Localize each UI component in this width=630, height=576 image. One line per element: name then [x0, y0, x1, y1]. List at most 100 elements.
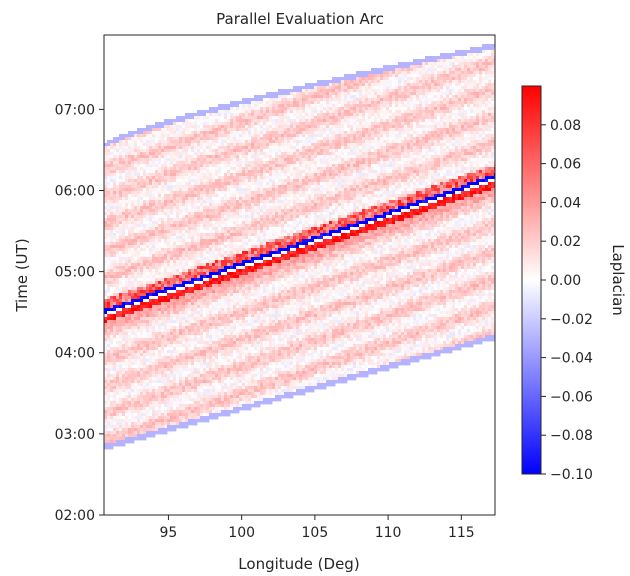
heatmap-cell: [209, 188, 213, 192]
heatmap-cell: [140, 206, 144, 210]
heatmap-cell: [236, 371, 240, 375]
heatmap-cell: [194, 233, 198, 237]
heatmap-cell: [110, 326, 114, 330]
heatmap-cell: [194, 392, 198, 396]
heatmap-cell: [224, 395, 228, 399]
heatmap-cell: [155, 314, 159, 318]
heatmap-cell: [122, 206, 126, 210]
heatmap-cell: [224, 176, 228, 180]
heatmap-cell: [116, 290, 120, 294]
heatmap-cell: [164, 401, 168, 405]
heatmap-cell: [143, 344, 147, 348]
heatmap-cell: [164, 119, 168, 123]
heatmap-cell: [122, 422, 126, 426]
heatmap-cell: [125, 338, 129, 342]
heatmap-cell: [113, 356, 117, 360]
heatmap-cell: [128, 425, 132, 429]
heatmap-cell: [134, 206, 138, 210]
heatmap-cell: [185, 140, 189, 144]
heatmap-cell: [224, 239, 228, 243]
heatmap-cell: [173, 230, 177, 234]
heatmap-cell: [242, 263, 246, 267]
heatmap-cell: [125, 308, 129, 312]
heatmap-cell: [176, 332, 180, 336]
heatmap-cell: [209, 359, 213, 363]
heatmap-cell: [146, 215, 150, 219]
heatmap-cell: [131, 215, 135, 219]
heatmap-cell: [110, 182, 114, 186]
heatmap-cell: [146, 185, 150, 189]
heatmap-cell: [242, 380, 246, 384]
heatmap-cell: [131, 266, 135, 270]
heatmap-cell: [200, 335, 204, 339]
heatmap-cell: [194, 386, 198, 390]
heatmap-cell: [191, 236, 195, 240]
heatmap-cell: [236, 191, 240, 195]
heatmap-cell: [140, 194, 144, 198]
heatmap-cell: [149, 236, 153, 240]
heatmap-cell: [218, 257, 222, 261]
heatmap-cell: [155, 302, 159, 306]
heatmap-cell: [155, 251, 159, 255]
heatmap-cell: [152, 350, 156, 354]
heatmap-cell: [206, 392, 210, 396]
heatmap-cell: [143, 347, 147, 351]
heatmap-cell: [140, 128, 144, 132]
heatmap-cell: [233, 251, 237, 255]
heatmap-cell: [173, 317, 177, 321]
heatmap-cell: [191, 119, 195, 123]
heatmap-cell: [155, 335, 159, 339]
heatmap-cell: [155, 281, 159, 285]
heatmap-cell: [104, 230, 108, 234]
heatmap-cell: [110, 164, 114, 168]
heatmap-cell: [227, 152, 231, 156]
heatmap-cell: [125, 371, 129, 375]
heatmap-cell: [239, 359, 243, 363]
heatmap-cell: [170, 128, 174, 132]
heatmap-cell: [185, 212, 189, 216]
heatmap-cell: [149, 290, 153, 294]
heatmap-cell: [194, 272, 198, 276]
heatmap-cell: [134, 281, 138, 285]
heatmap-cell: [185, 122, 189, 126]
heatmap-cell: [200, 242, 204, 246]
heatmap-cell: [203, 314, 207, 318]
heatmap-cell: [113, 158, 117, 162]
heatmap-cell: [164, 152, 168, 156]
heatmap-cell: [194, 269, 198, 273]
heatmap-cell: [149, 140, 153, 144]
heatmap-cell: [155, 416, 159, 420]
heatmap-cell: [119, 389, 123, 393]
heatmap-cell: [131, 221, 135, 225]
heatmap-cell: [134, 362, 138, 366]
heatmap-cell: [128, 161, 132, 165]
heatmap-cell: [107, 239, 111, 243]
heatmap-cell: [131, 269, 135, 273]
heatmap-cell: [143, 395, 147, 399]
heatmap-cell: [131, 263, 135, 267]
heatmap-cell: [104, 236, 108, 240]
heatmap-cell: [185, 197, 189, 201]
heatmap-cell: [218, 326, 222, 330]
heatmap-cell: [146, 359, 150, 363]
heatmap-cell: [200, 413, 204, 417]
heatmap-cell: [215, 347, 219, 351]
heatmap-cell: [107, 149, 111, 153]
heatmap-cell: [212, 215, 216, 219]
heatmap-cell: [191, 314, 195, 318]
heatmap-cell: [104, 287, 108, 291]
heatmap-cell: [116, 152, 120, 156]
heatmap-cell: [119, 155, 123, 159]
heatmap-cell: [167, 203, 171, 207]
heatmap-cell: [155, 365, 159, 369]
heatmap-cell: [242, 362, 246, 366]
heatmap-cell: [233, 347, 237, 351]
heatmap-cell: [134, 404, 138, 408]
heatmap-cell: [227, 185, 231, 189]
heatmap-cell: [149, 338, 153, 342]
heatmap-cell: [128, 338, 132, 342]
heatmap-cell: [170, 395, 174, 399]
heatmap-cell: [158, 146, 162, 150]
heatmap-cell: [242, 308, 246, 312]
heatmap-cell: [185, 359, 189, 363]
